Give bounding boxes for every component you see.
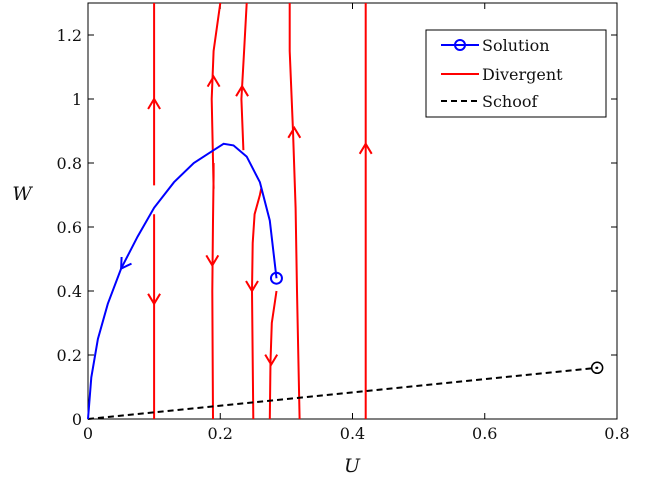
divergent-line <box>240 3 248 151</box>
divergent-arrow <box>245 280 259 293</box>
y-tick-label: 0.6 <box>57 218 82 237</box>
direction-arrows <box>120 74 373 367</box>
y-tick-label: 0 <box>72 410 82 429</box>
legend-solution-marker <box>454 39 466 51</box>
schoof-series <box>87 361 604 420</box>
y-axis-label: W <box>12 183 33 205</box>
y-tick-label: 0.4 <box>57 282 82 301</box>
legend-solution-label: Solution <box>482 36 550 55</box>
y-tick-label: 0.2 <box>57 346 82 365</box>
x-axis-label: U <box>344 455 361 477</box>
solution-series <box>87 142 283 420</box>
solution-arrow <box>120 256 132 271</box>
schoof-line <box>87 366 598 420</box>
ticks: 0 0.2 0.4 0.6 0.8 0 0.2 0.4 0.6 0.8 1 1.2 <box>57 3 630 443</box>
divergent-line <box>268 290 278 419</box>
divergent-arrow <box>147 293 161 306</box>
x-tick-label: 0 <box>83 424 93 443</box>
divergent-arrow <box>287 125 302 139</box>
divergent-arrow <box>147 97 161 110</box>
divergent-arrow <box>358 141 373 155</box>
solution-endpoint-marker <box>269 271 283 285</box>
y-tick-label: 1 <box>72 90 82 109</box>
divergent-line <box>250 188 263 419</box>
divergent-line <box>288 3 301 419</box>
legend-schoof-label: Schoof <box>482 92 538 111</box>
legend-divergent-label: Divergent <box>482 65 563 84</box>
x-tick-label: 0.6 <box>472 424 497 443</box>
legend: Solution Divergent Schoof <box>425 29 607 118</box>
divergent-arrow <box>205 254 220 268</box>
y-tick-label: 1.2 <box>57 26 82 45</box>
divergent-arrow <box>264 354 279 367</box>
schoof-endpoint-dot <box>595 366 599 369</box>
divergent-arrow <box>235 84 249 97</box>
y-tick-label: 0.8 <box>57 154 82 173</box>
solution-line <box>87 142 278 420</box>
divergent-series <box>153 3 367 419</box>
x-tick-label: 0.2 <box>208 424 233 443</box>
x-tick-label: 0.8 <box>604 424 629 443</box>
divergent-line <box>210 3 222 189</box>
divergent-line <box>211 163 215 419</box>
x-tick-label: 0.4 <box>340 424 365 443</box>
divergent-arrow <box>206 74 221 88</box>
schoof-endpoint-marker <box>590 361 604 375</box>
